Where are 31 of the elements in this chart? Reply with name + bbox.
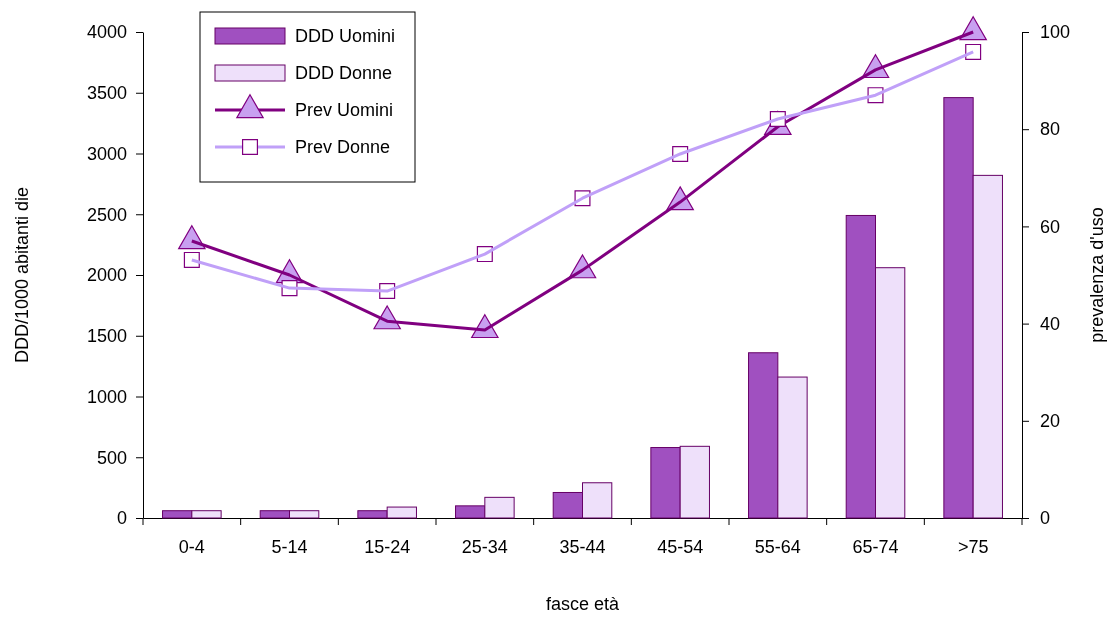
y2-tick-label: 80	[1040, 119, 1061, 140]
y-tick-label: 4000	[86, 22, 127, 43]
x-tick-label: 5-14	[271, 536, 308, 557]
legend-label: Prev Uomini	[295, 100, 394, 120]
y-tick-label: 1000	[86, 386, 127, 407]
y2-tick-label: 20	[1040, 411, 1061, 432]
y2-tick-label: 40	[1040, 313, 1061, 334]
x-tick-label: 25-34	[461, 536, 508, 557]
y-tick-label: 500	[96, 447, 127, 468]
y2-tick-label: 60	[1040, 216, 1061, 237]
y2-tick-label: 100	[1040, 22, 1071, 43]
y-tick-label: 3500	[86, 83, 127, 104]
x-tick-label: 45-54	[657, 536, 704, 557]
x-tick-label: 65-74	[852, 536, 899, 557]
y-tick-label: 2500	[86, 204, 127, 225]
y-tick-label: 3000	[86, 143, 127, 164]
y-axis-title: DDD/1000 abitanti die	[12, 186, 32, 364]
legend-label: DDD Donne	[295, 63, 393, 83]
legend-label: DDD Uomini	[295, 26, 396, 46]
y2-axis-title: prevalenza d'uso	[1087, 207, 1107, 343]
y-tick-label: 0	[116, 508, 127, 529]
x-axis-title: fasce età	[545, 594, 621, 614]
y2-tick-label: 0	[1040, 508, 1051, 529]
x-tick-label: 0-4	[178, 536, 205, 557]
y-tick-label: 2000	[86, 265, 127, 286]
legend-label: Prev Donne	[295, 137, 391, 157]
x-tick-label: >75	[957, 536, 989, 557]
x-tick-label: 15-24	[364, 536, 411, 557]
x-tick-label: 35-44	[559, 536, 606, 557]
x-tick-label: 55-64	[754, 536, 801, 557]
y-tick-label: 1500	[86, 326, 127, 347]
